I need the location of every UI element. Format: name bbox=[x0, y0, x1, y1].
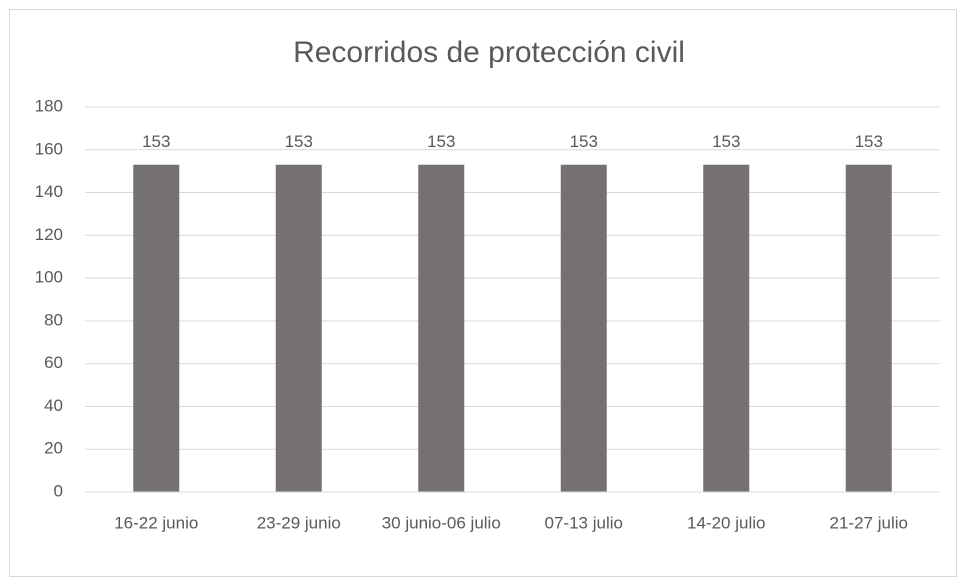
y-tick-label: 120 bbox=[35, 225, 63, 244]
y-tick-label: 20 bbox=[44, 439, 63, 458]
y-tick-label: 140 bbox=[35, 182, 63, 201]
bar bbox=[845, 164, 892, 492]
y-tick-label: 60 bbox=[44, 353, 63, 372]
y-tick-label: 100 bbox=[35, 268, 63, 287]
x-tick-label: 21-27 julio bbox=[830, 513, 908, 532]
data-label: 153 bbox=[142, 132, 170, 151]
y-tick-label: 0 bbox=[54, 481, 63, 500]
data-label: 153 bbox=[855, 132, 883, 151]
data-label: 153 bbox=[712, 132, 740, 151]
y-tick-label: 180 bbox=[35, 96, 63, 115]
bar bbox=[418, 164, 465, 492]
bar bbox=[560, 164, 607, 492]
bar bbox=[275, 164, 322, 492]
x-tick-label: 14-20 julio bbox=[687, 513, 765, 532]
data-label: 153 bbox=[427, 132, 455, 151]
x-tick-label: 30 junio-06 julio bbox=[382, 513, 501, 532]
bar bbox=[703, 164, 750, 492]
x-tick-label: 07-13 julio bbox=[545, 513, 623, 532]
x-tick-label: 23-29 junio bbox=[257, 513, 341, 532]
y-tick-label: 80 bbox=[44, 310, 63, 329]
data-label: 153 bbox=[570, 132, 598, 151]
bar bbox=[133, 164, 180, 492]
data-label: 153 bbox=[285, 132, 313, 151]
x-tick-label: 16-22 junio bbox=[114, 513, 198, 532]
chart-title: Recorridos de protección civil bbox=[293, 36, 685, 69]
y-tick-label: 160 bbox=[35, 139, 63, 158]
y-tick-label: 40 bbox=[44, 396, 63, 415]
